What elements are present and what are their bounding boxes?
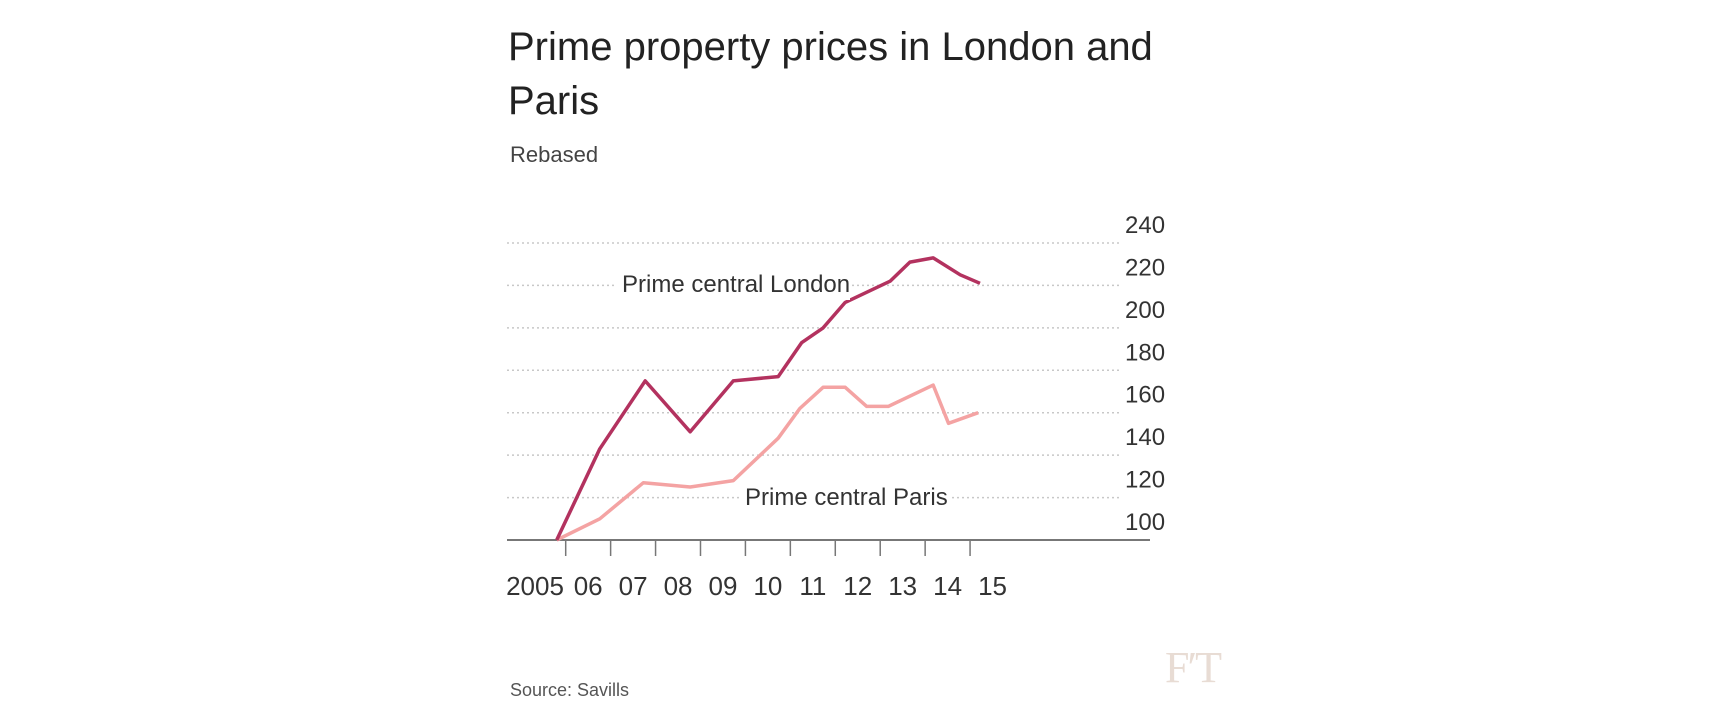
x-tick-label: 13: [888, 571, 917, 601]
y-tick-label: 220: [1125, 254, 1165, 281]
y-tick-label: 120: [1125, 467, 1165, 494]
x-tick-label: 2005: [506, 571, 564, 601]
source-note: Source: Savills: [510, 680, 630, 700]
series-label-background: [616, 268, 850, 300]
x-tick-label: 11: [799, 571, 826, 601]
y-tick-label: 240: [1125, 212, 1165, 239]
y-tick-label: 140: [1125, 424, 1165, 451]
x-tick-label: 14: [933, 571, 962, 601]
chart-title: Prime property prices in London and Pari…: [508, 25, 1153, 123]
y-tick-label: 100: [1125, 509, 1165, 536]
y-tick-label: 200: [1125, 297, 1165, 324]
series-line-london: [555, 256, 981, 541]
x-tick-label: 08: [664, 571, 693, 601]
series-label: Prime central London: [622, 271, 850, 298]
y-tick-label: 180: [1125, 339, 1165, 366]
x-tick-label: 07: [619, 571, 648, 601]
series-label-background: [739, 481, 951, 513]
series-line-paris: [555, 383, 979, 542]
x-tick-label: 12: [843, 571, 872, 601]
chart-subtitle: Rebased: [510, 142, 599, 167]
x-tick-label: 09: [708, 571, 737, 601]
ft-logo: F′T: [1165, 643, 1222, 692]
x-tick-label: 06: [574, 571, 603, 601]
x-tick-label: 15: [978, 571, 1007, 601]
x-tick-label: 10: [753, 571, 782, 601]
y-tick-label: 160: [1125, 382, 1165, 409]
series-label: Prime central Paris: [745, 484, 948, 511]
